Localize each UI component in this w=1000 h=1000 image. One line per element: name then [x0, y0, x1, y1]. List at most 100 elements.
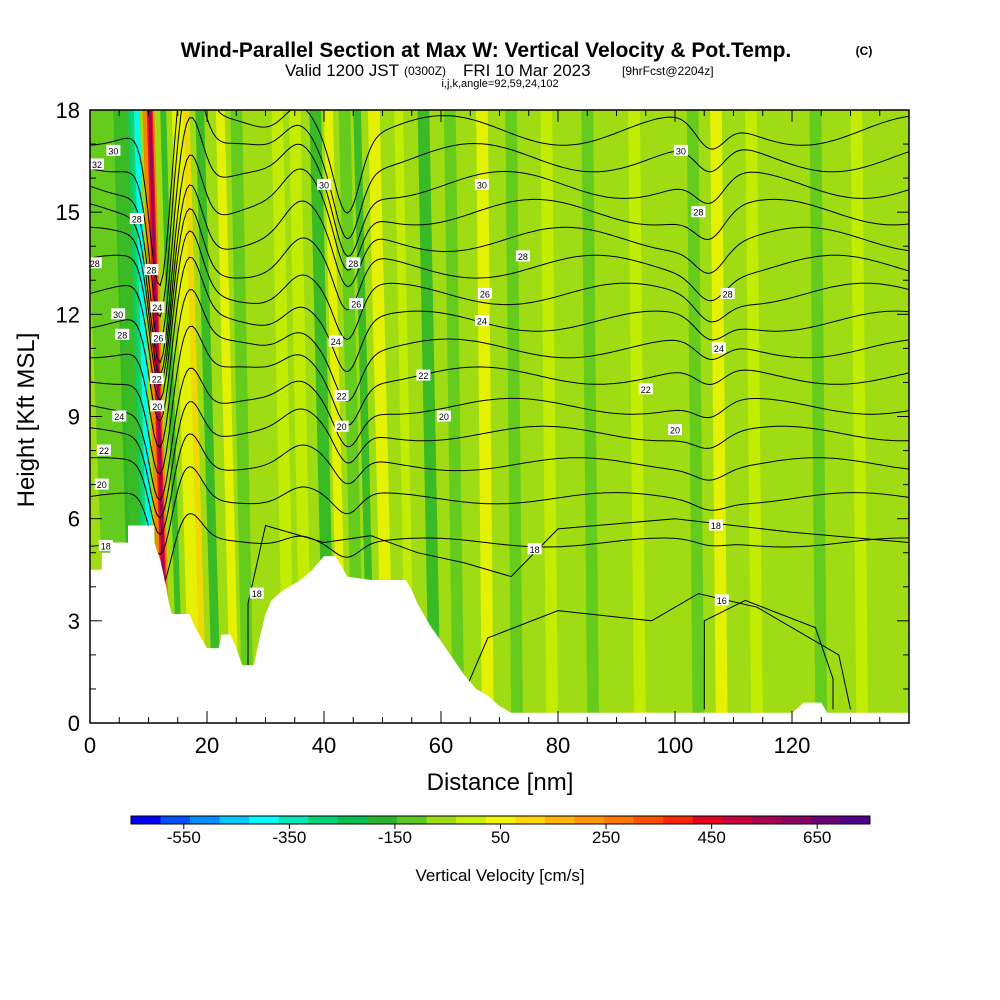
label-background [115, 328, 130, 340]
label-background [515, 250, 530, 262]
isentrope-label-text: 28 [723, 289, 733, 299]
isentrope-line [90, 325, 909, 475]
isentrope-label-text: 24 [114, 412, 124, 422]
colorbar-swatch [781, 816, 812, 824]
isentrope-line [703, 599, 834, 710]
colorbar-swatch [485, 816, 516, 824]
velocity-band [540, 110, 558, 723]
colorbar-swatch [633, 816, 664, 824]
isentrope-label-text: 18 [101, 541, 111, 551]
label-background [673, 144, 688, 156]
isentrope-label-text: 20 [439, 412, 449, 422]
label-background [150, 301, 165, 313]
velocity-band [338, 110, 365, 723]
velocity-band [271, 110, 295, 723]
colorbar-tick-label: -550 [167, 828, 201, 847]
label-background [151, 332, 166, 344]
label-background [249, 587, 264, 599]
y-tick-label: 9 [68, 405, 80, 430]
isentrope-label: 24 [328, 335, 343, 347]
isentrope-label-text: 32 [92, 160, 102, 170]
isentrope-label: 24 [112, 410, 127, 422]
x-tick-label: 100 [657, 733, 694, 758]
label-background [691, 206, 706, 218]
chart-subtitle: Valid 1200 JST (0300Z) FRI 10 Mar 2023 [… [285, 61, 714, 80]
velocity-band [195, 110, 222, 723]
isentrope-label-text: 30 [477, 180, 487, 190]
colorbar-swatch [692, 816, 723, 824]
isentrope-line [90, 110, 909, 287]
isentrope-label: 28 [515, 250, 530, 262]
isentrope-label-text: 28 [117, 330, 127, 340]
label-background [638, 383, 653, 395]
label-background [349, 298, 364, 310]
isentrope-label-text: 30 [113, 310, 123, 320]
label-background [317, 178, 331, 190]
isentrope-line [463, 593, 851, 710]
colorbar-swatch [337, 816, 368, 824]
colorbar-tick-label: 650 [803, 828, 831, 847]
velocity-band [628, 110, 646, 723]
colorbar-swatch [160, 816, 191, 824]
label-background [94, 478, 109, 490]
isentrope-label-text: 16 [717, 596, 727, 606]
isentrope-label: 30 [673, 144, 688, 156]
label-background [112, 410, 127, 422]
label-background [474, 178, 489, 190]
isentrope-label: 28 [115, 328, 130, 340]
colorbar-tick-label: 250 [592, 828, 620, 847]
colorbar-swatch [663, 816, 693, 824]
isentrope-line [90, 184, 909, 376]
label-background [416, 369, 431, 381]
label-background [90, 158, 104, 170]
isentrope-label: 24 [474, 315, 489, 327]
y-tick-label: 18 [56, 98, 80, 123]
subtitle-fcst: [9hrFcst@2204z] [622, 64, 714, 78]
label-background [129, 213, 144, 224]
y-tick-label: 15 [56, 200, 80, 225]
colorbar-swatch [603, 816, 634, 824]
isentrope-label: 26 [349, 298, 364, 310]
isentrope-label: 18 [98, 539, 113, 551]
isentrope-label-text: 28 [146, 266, 156, 276]
isentrope-label-text: 26 [351, 300, 361, 310]
x-tick-label: 80 [546, 733, 570, 758]
label-background [150, 400, 165, 412]
x-axis-label: Distance [nm] [427, 769, 574, 796]
isentrope-label-text: 22 [152, 375, 162, 385]
velocity-band [443, 110, 465, 723]
isentrope-label: 28 [720, 287, 735, 299]
label-background [111, 308, 126, 320]
isentrope-label: 22 [97, 444, 111, 456]
isentrope-label-text: 20 [670, 426, 680, 436]
isentrope-line [247, 518, 909, 723]
isentrope-label-text: 18 [711, 521, 721, 531]
isentrope-label-text: 18 [530, 545, 540, 555]
x-tick-label: 60 [429, 733, 453, 758]
y-axis: 0 3 6 9 12 15 18 [56, 98, 909, 736]
colorbar-swatch [426, 816, 457, 824]
isentrope-label: 28 [691, 206, 706, 218]
isentrope-line [90, 256, 909, 423]
isentrope-label: 30 [317, 178, 331, 190]
label-background [474, 315, 489, 327]
colorbar-label: Vertical Velocity [cm/s] [415, 866, 584, 885]
isentrope-label: 20 [668, 424, 682, 436]
isentrope-label-text: 22 [641, 385, 651, 395]
velocity-band [417, 110, 441, 723]
isentrope-label: 28 [144, 264, 159, 276]
isentrope-label-text: 24 [152, 303, 162, 313]
isentrope-label-text: 20 [337, 422, 347, 432]
velocity-band [745, 110, 763, 723]
velocity-band [581, 110, 599, 723]
isentrope-label: 20 [150, 400, 165, 412]
isentrope-label-text: 20 [152, 402, 162, 412]
colorbar-swatch [190, 816, 220, 824]
chart-title-mark: (C) [856, 44, 873, 58]
isentrope-label: 20 [436, 410, 451, 422]
isentrope-line [90, 289, 909, 449]
subtitle-valid: Valid 1200 JST [285, 61, 399, 80]
label-background [149, 373, 164, 384]
y-tick-label: 0 [68, 711, 80, 736]
x-tick-label: 40 [312, 733, 336, 758]
